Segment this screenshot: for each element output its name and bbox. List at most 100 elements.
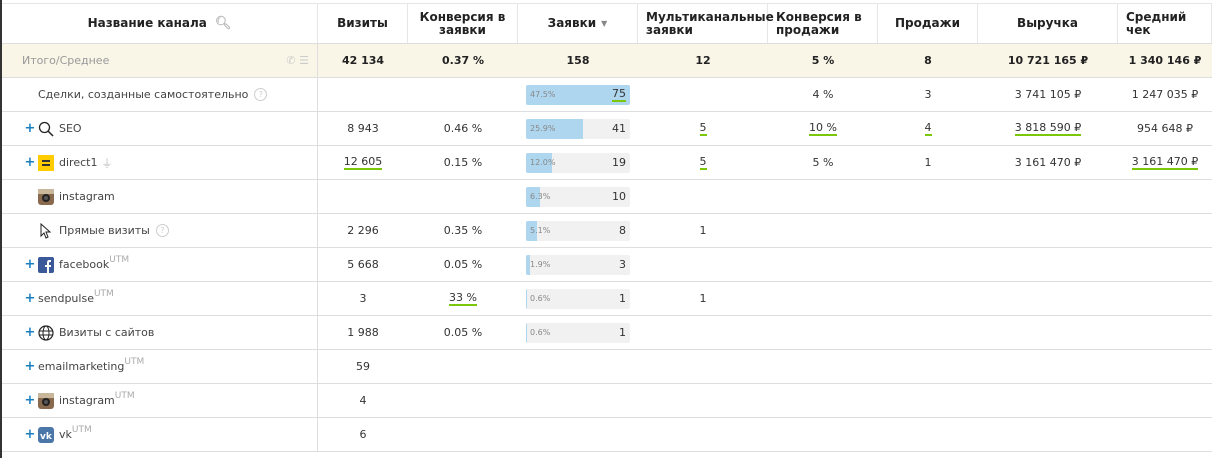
conv-value[interactable]: 33 % (449, 291, 477, 306)
leads-bar: 1.9% 3 (526, 254, 630, 275)
search-icon (38, 121, 54, 137)
instagram-icon (38, 188, 54, 205)
cell-conv: 0.46 % (408, 112, 518, 145)
utm-badge: UTM (109, 254, 130, 265)
cell-multi (638, 384, 768, 417)
cell-visits (318, 180, 408, 213)
col-revenue[interactable]: Выручка (978, 4, 1118, 43)
col-channel-name[interactable]: Название канала 🔍︎ (2, 4, 318, 43)
cell-revenue (978, 384, 1118, 417)
vk-icon: vk (38, 426, 54, 443)
leads-share: 25.9% (530, 124, 556, 133)
leads-bar-fill (526, 322, 528, 343)
sort-desc-icon: ▼ (601, 19, 608, 28)
cell-conv (408, 350, 518, 383)
phone-icon[interactable]: ✆ (286, 54, 296, 67)
col-leads[interactable]: Заявки ▼ (518, 4, 638, 43)
expand-button[interactable]: + (24, 427, 36, 442)
cell-conv-sales (768, 180, 878, 213)
multi-value[interactable]: 5 (699, 121, 707, 136)
multi-value[interactable]: 5 (699, 155, 707, 170)
conv-sales-value[interactable]: 10 % (809, 121, 837, 136)
cell-multi (638, 248, 768, 281)
cell-leads: 47.5% 75 (518, 78, 638, 111)
cell-avg (1118, 214, 1212, 247)
cell-sales (878, 316, 978, 349)
channel-name[interactable]: SEO (59, 122, 82, 135)
conv-value: 0.35 % (443, 224, 483, 237)
conv-value: 0.15 % (443, 156, 483, 169)
leads-share: 5.1% (530, 226, 551, 235)
visits-value: 59 (356, 360, 370, 373)
channel-name[interactable]: vk (59, 428, 72, 441)
help-icon[interactable]: ? (254, 88, 268, 101)
channel-name[interactable]: emailmarketing (38, 360, 125, 373)
cell-conv: 0.05 % (408, 248, 518, 281)
search-icon[interactable]: 🔍︎ (214, 16, 232, 31)
channel-cell: + sendpulse UTM (2, 282, 318, 315)
expand-button[interactable]: + (24, 291, 36, 306)
globe-icon (38, 324, 54, 341)
help-icon[interactable]: ? (155, 224, 169, 237)
cell-sales (878, 282, 978, 315)
channel-name: Сделки, созданные самостоятельно (38, 88, 249, 101)
facebook-icon (38, 256, 54, 273)
cell-sales (878, 214, 978, 247)
cell-conv: 0.15 % (408, 146, 518, 179)
channel-name[interactable]: direct1 (59, 156, 98, 169)
expand-button[interactable]: + (24, 393, 36, 408)
table-row: + SEO 8 943 0.46 % 25.9% 41 5 10 % 4 3 818 590 ₽ 9… (2, 112, 1212, 146)
cell-visits: 12 605 (318, 146, 408, 179)
table-row: + Визиты с сайтов 1 988 0.05 % 0.6% 1 (2, 316, 1212, 350)
leads-share: 0.6% (530, 294, 551, 303)
leads-bar-fill (526, 288, 528, 309)
expand-button[interactable]: + (24, 257, 36, 272)
col-conv-leads[interactable]: Конверсия в заявки (408, 4, 518, 43)
leads-count[interactable]: 75 (612, 87, 626, 102)
expand-button[interactable]: + (24, 359, 36, 374)
leads-bar-fill (526, 220, 538, 241)
channel-name[interactable]: instagram (59, 394, 115, 407)
total-row: Итого/Среднее ✆ ☰ 42 134 0.37 % 158 12 5 … (2, 44, 1212, 78)
total-leads: 158 (566, 54, 590, 67)
list-icon[interactable]: ☰ (299, 54, 309, 67)
cell-avg: 954 648 ₽ (1118, 112, 1212, 145)
cell-leads: 0.6% 1 (518, 316, 638, 349)
cell-leads: 5.1% 8 (518, 214, 638, 247)
col-multichannel[interactable]: Мультиканальные заявки (638, 4, 774, 43)
col-conv-sales[interactable]: Конверсия в продажи (768, 4, 878, 43)
visits-value[interactable]: 12 605 (343, 155, 383, 170)
cell-multi: 5 (638, 112, 768, 145)
leads-bar: 47.5% 75 (526, 84, 630, 105)
cell-revenue: 3 818 590 ₽ (978, 112, 1118, 145)
visits-value: 2 296 (347, 224, 379, 237)
cell-visits: 6 (318, 418, 408, 451)
cell-sales (878, 384, 978, 417)
col-sales[interactable]: Продажи (878, 4, 978, 43)
col-avg-check[interactable]: Средний чек (1118, 4, 1212, 43)
leads-bar: 25.9% 41 (526, 118, 630, 139)
channel-name[interactable]: Визиты с сайтов (59, 326, 155, 339)
cell-multi (638, 78, 768, 111)
col-visits[interactable]: Визиты (318, 4, 408, 43)
total-conv-sales: 5 % (811, 54, 835, 67)
expand-button[interactable]: + (24, 155, 36, 170)
channel-name[interactable]: sendpulse (38, 292, 94, 305)
expand-button[interactable]: + (24, 121, 36, 136)
cell-avg (1118, 282, 1212, 315)
cell-conv-sales: 5 % (768, 146, 878, 179)
revenue-value[interactable]: 3 818 590 ₽ (1014, 121, 1082, 136)
table-row: + instagram UTM 4 (2, 384, 1212, 418)
table-row: + facebook UTM 5 668 0.05 % 1.9% 3 (2, 248, 1212, 282)
channel-name[interactable]: facebook (59, 258, 110, 271)
leads-count: 19 (612, 156, 626, 169)
leads-bar: 5.1% 8 (526, 220, 630, 241)
sales-value[interactable]: 4 (924, 121, 932, 136)
avg-value[interactable]: 3 161 470 ₽ (1131, 155, 1199, 170)
channels-table: Название канала 🔍︎ Визиты Конверсия в зая… (2, 3, 1212, 452)
cell-avg (1118, 418, 1212, 451)
cell-avg (1118, 384, 1212, 417)
cell-avg (1118, 248, 1212, 281)
cell-leads: 25.9% 41 (518, 112, 638, 145)
expand-button[interactable]: + (24, 325, 36, 340)
